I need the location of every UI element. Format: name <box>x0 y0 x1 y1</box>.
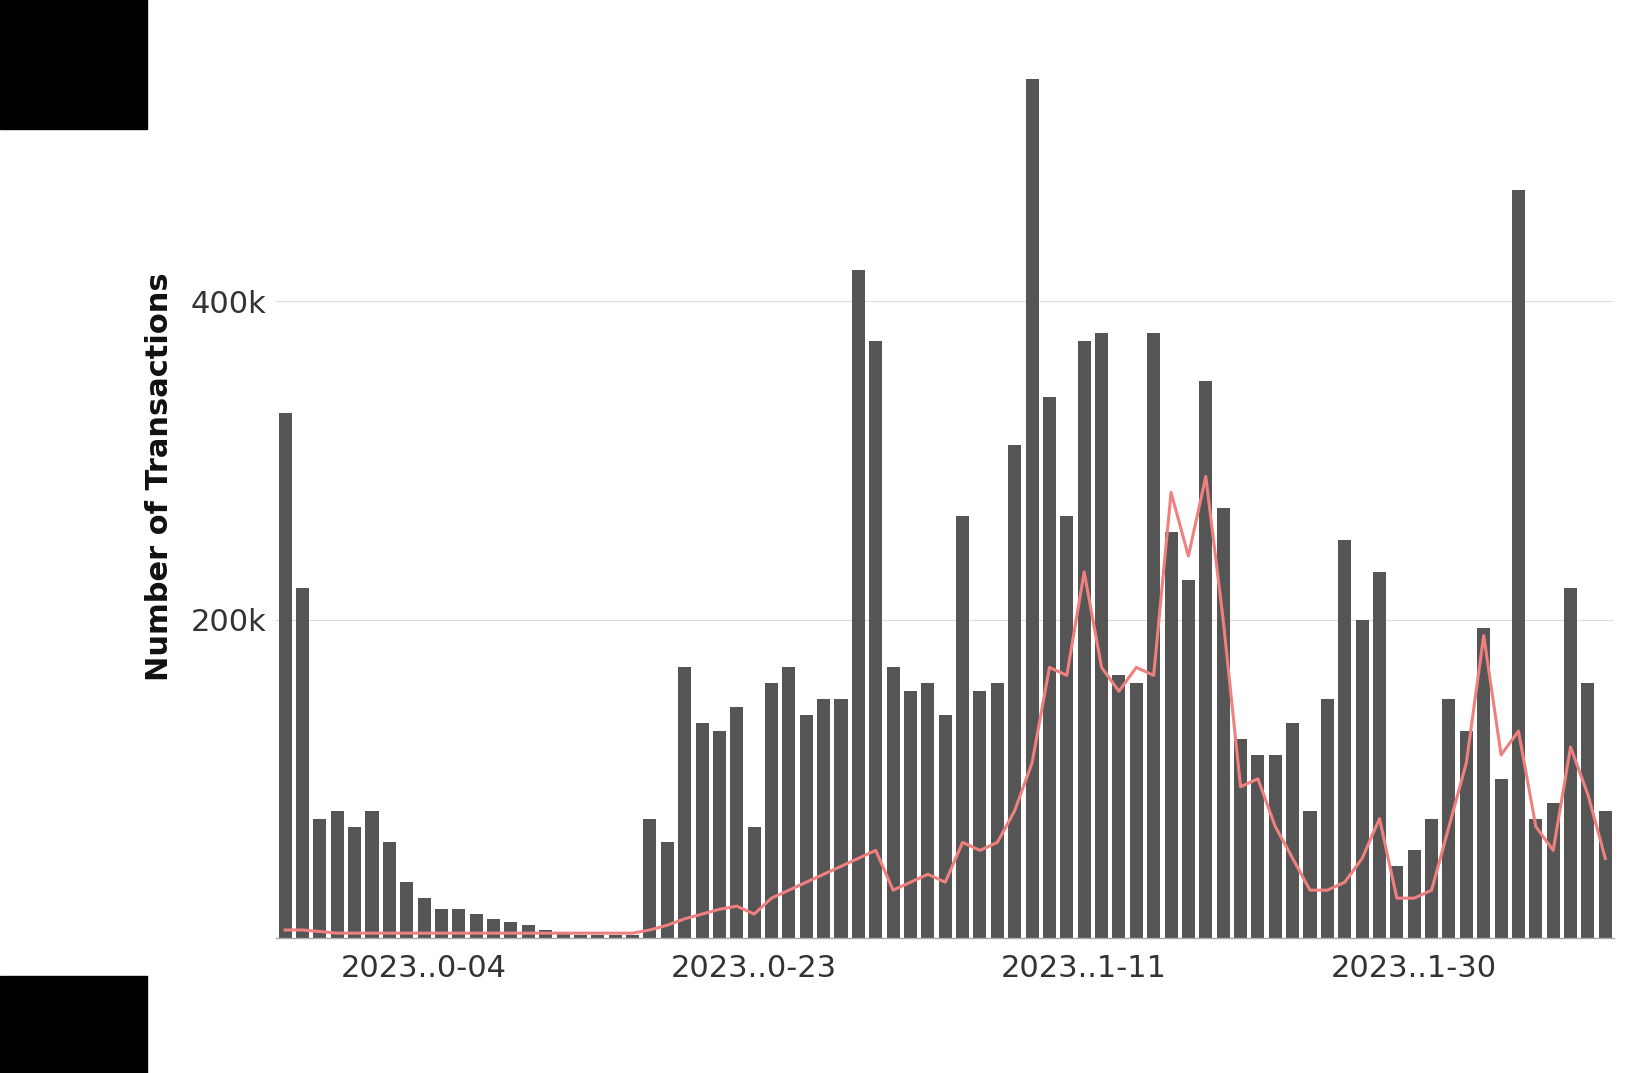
Bar <box>1546 803 1559 938</box>
Bar <box>1008 444 1021 938</box>
Bar <box>956 516 969 938</box>
Bar <box>1287 723 1300 938</box>
Bar <box>1183 579 1196 938</box>
Y-axis label: Number of Transactions: Number of Transactions <box>145 273 174 680</box>
Bar <box>661 842 674 938</box>
Bar <box>609 935 622 938</box>
Bar <box>1095 334 1108 938</box>
Bar <box>938 715 951 938</box>
Bar <box>573 935 586 938</box>
Bar <box>1147 334 1160 938</box>
Bar <box>1478 628 1491 938</box>
Bar <box>696 723 709 938</box>
Bar <box>1442 700 1455 938</box>
Bar <box>922 684 935 938</box>
Bar <box>800 715 813 938</box>
Bar <box>521 925 534 938</box>
Bar <box>626 935 639 938</box>
Bar <box>748 826 761 938</box>
Bar <box>678 667 691 938</box>
Bar <box>401 882 414 938</box>
Bar <box>1251 755 1264 938</box>
Bar <box>279 413 292 938</box>
Bar <box>1131 684 1144 938</box>
Bar <box>365 810 378 938</box>
Bar <box>313 819 326 938</box>
Bar <box>1165 532 1178 938</box>
Bar <box>1373 572 1386 938</box>
Bar <box>1530 819 1543 938</box>
Bar <box>1060 516 1074 938</box>
Bar <box>505 922 518 938</box>
Bar <box>487 918 500 938</box>
Bar <box>730 707 743 938</box>
Bar <box>417 898 430 938</box>
Bar <box>1391 866 1403 938</box>
Bar <box>990 684 1003 938</box>
Bar <box>539 930 552 938</box>
Bar <box>714 731 727 938</box>
Bar <box>1026 78 1039 938</box>
Bar <box>1078 341 1091 938</box>
Bar <box>1113 675 1126 938</box>
Bar <box>1425 819 1438 938</box>
Bar <box>591 935 604 938</box>
Bar <box>1199 381 1212 938</box>
Bar <box>1303 810 1316 938</box>
Bar <box>782 667 795 938</box>
Bar <box>766 684 779 938</box>
Bar <box>349 826 362 938</box>
Bar <box>453 909 466 938</box>
Bar <box>974 691 987 938</box>
Bar <box>834 700 847 938</box>
Bar <box>870 341 883 938</box>
Bar <box>557 934 570 938</box>
Bar <box>1460 731 1473 938</box>
Bar <box>852 269 865 938</box>
Bar <box>383 842 396 938</box>
Bar <box>1598 810 1611 938</box>
Bar <box>1355 620 1368 938</box>
Bar <box>1564 588 1577 938</box>
Bar <box>1512 190 1525 938</box>
Bar <box>886 667 899 938</box>
Bar <box>1269 755 1282 938</box>
Bar <box>1339 540 1352 938</box>
Bar <box>1235 739 1248 938</box>
Bar <box>331 810 344 938</box>
Bar <box>1407 851 1420 938</box>
Bar <box>1321 700 1334 938</box>
Bar <box>1043 397 1056 938</box>
Bar <box>469 914 482 938</box>
Bar <box>1494 779 1507 938</box>
Bar <box>296 588 310 938</box>
Bar <box>643 819 656 938</box>
Bar <box>1217 509 1230 938</box>
Bar <box>435 909 448 938</box>
Bar <box>818 700 831 938</box>
Bar <box>1582 684 1595 938</box>
Bar <box>904 691 917 938</box>
